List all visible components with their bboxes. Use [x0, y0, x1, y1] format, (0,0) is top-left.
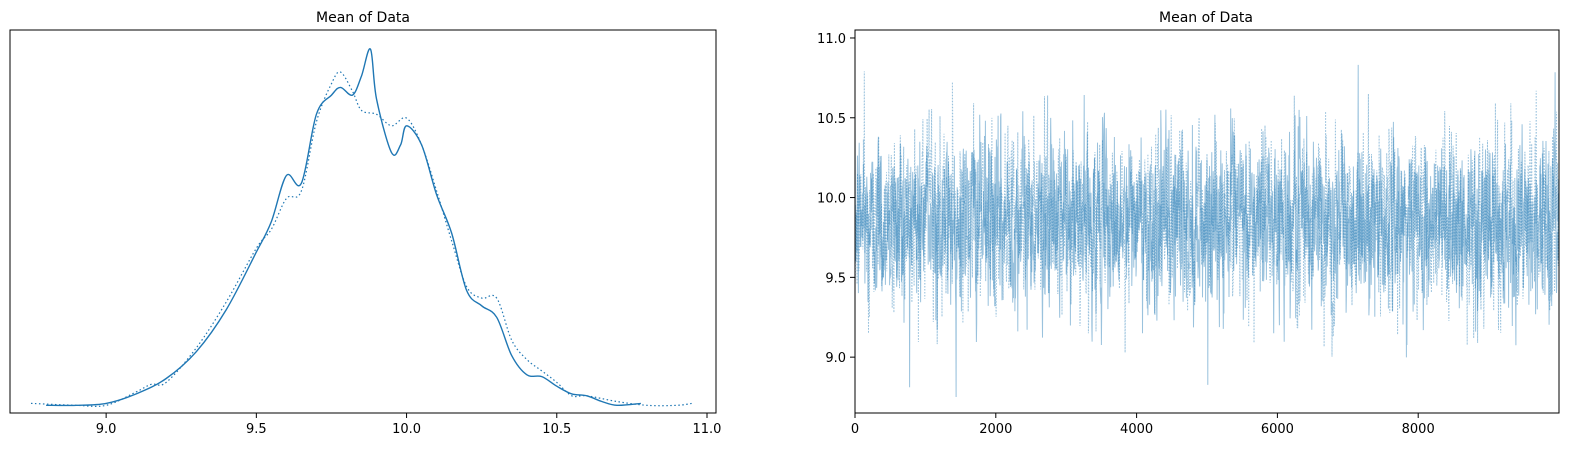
- trace-y-tick-label: 10.5: [817, 112, 846, 127]
- kde-x-tick-label: 9.5: [246, 422, 267, 437]
- kde-x-tick-label: 10.0: [392, 422, 421, 437]
- trace-x-tick-label: 6000: [1261, 422, 1294, 437]
- trace-x-tick-label: 8000: [1402, 422, 1435, 437]
- kde-panel: Mean of Data 9.0 9.5 10.0 10.5 11.0: [9, 10, 722, 437]
- trace-series-chain-1-line: [854, 64, 1560, 398]
- trace-y-tick-label: 11.0: [817, 32, 846, 47]
- kde-x-tick-label: 10.5: [542, 422, 571, 437]
- trace-y-tick-label: 9.0: [825, 351, 846, 366]
- trace-panel: Mean of Data 0 2000 4000 6000 8000 9.0 9.5 10.…: [817, 10, 1560, 437]
- kde-series-chain-1-line: [46, 48, 641, 407]
- kde-title: Mean of Data: [316, 10, 410, 26]
- trace-title: Mean of Data: [1159, 10, 1253, 26]
- trace-y-axis: 9.0 9.5 10.0 10.5 11.0: [817, 32, 855, 366]
- trace-plot-area: [854, 64, 1560, 398]
- kde-x-tick-label: 9.0: [96, 422, 117, 437]
- trace-y-tick-label: 9.5: [825, 271, 846, 286]
- trace-series-chain-2-line: [854, 71, 1560, 357]
- kde-plot-area: [30, 48, 693, 408]
- trace-x-tick-label: 0: [851, 422, 859, 437]
- kde-x-axis: 9.0 9.5 10.0 10.5 11.0: [96, 413, 722, 437]
- kde-axes-frame: [9, 29, 717, 414]
- trace-x-tick-label: 2000: [979, 422, 1012, 437]
- trace-x-tick-label: 4000: [1120, 422, 1153, 437]
- trace-axes-frame: [854, 29, 1560, 414]
- kde-series-chain-2-line: [30, 71, 693, 408]
- trace-y-tick-label: 10.0: [817, 192, 846, 207]
- kde-x-tick-label: 11.0: [693, 422, 722, 437]
- trace-x-axis: 0 2000 4000 6000 8000: [851, 413, 1435, 437]
